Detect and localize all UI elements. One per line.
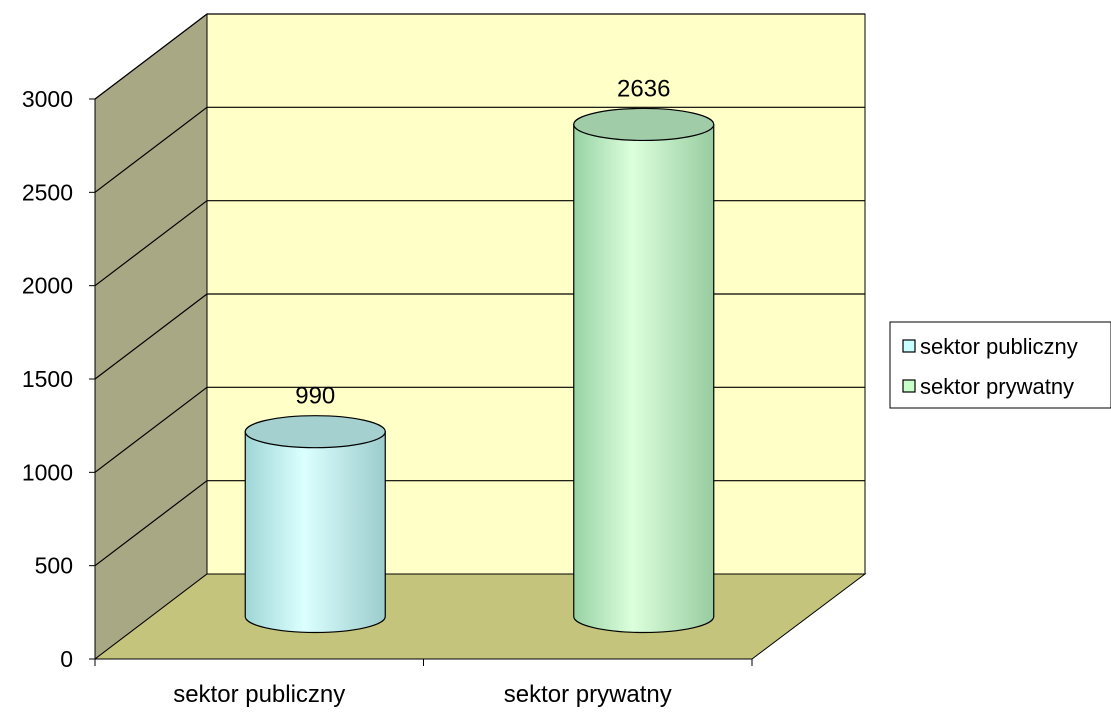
- y-tick-label: 0: [60, 646, 73, 672]
- y-axis: 0 500 1000 1500 2000 2500 3000: [22, 86, 96, 672]
- side-gridline: [94, 480, 208, 567]
- side-gridline: [94, 200, 208, 287]
- legend: sektor publiczny sektor prywatny: [889, 321, 1111, 409]
- data-labels: 990 2636: [295, 75, 670, 409]
- y-tick-label: 1000: [22, 459, 73, 485]
- legend-label: sektor prywatny: [920, 374, 1074, 399]
- bars: [244, 107, 715, 634]
- legend-swatch-sektor-prywatny: [902, 379, 916, 393]
- x-category-label: sektor prywatny: [504, 681, 672, 708]
- side-gridline: [94, 386, 208, 473]
- x-axis: sektor publiczny sektor prywatny: [94, 658, 753, 708]
- side-gridline: [94, 13, 208, 100]
- legend-swatch-sektor-publiczny: [902, 339, 916, 353]
- chart-floor: [93, 573, 867, 660]
- legend-label: sektor publiczny: [920, 334, 1078, 359]
- y-tick-label: 2500: [22, 179, 73, 205]
- bar-sektor-prywatny: [573, 107, 715, 634]
- data-label: 990: [295, 383, 335, 410]
- y-tick-label: 1500: [22, 366, 73, 392]
- bar-body: [244, 431, 386, 634]
- bar-top: [244, 415, 386, 449]
- legend-entry-sektor-publiczny: sektor publiczny: [902, 334, 1078, 359]
- y-tick-label: 3000: [22, 86, 73, 112]
- side-gridline: [94, 293, 208, 380]
- y-tick-label: 2000: [22, 273, 73, 299]
- data-label: 2636: [617, 75, 670, 102]
- y-tick-label: 500: [35, 553, 73, 579]
- bar-body: [573, 123, 715, 634]
- legend-entry-sektor-prywatny: sektor prywatny: [902, 374, 1074, 399]
- bar-sektor-publiczny: [244, 415, 386, 634]
- bar-top: [573, 107, 715, 142]
- side-gridline: [94, 106, 208, 193]
- x-category-label: sektor publiczny: [173, 681, 345, 708]
- gridlines: [94, 13, 865, 567]
- legend-box: [889, 321, 1111, 409]
